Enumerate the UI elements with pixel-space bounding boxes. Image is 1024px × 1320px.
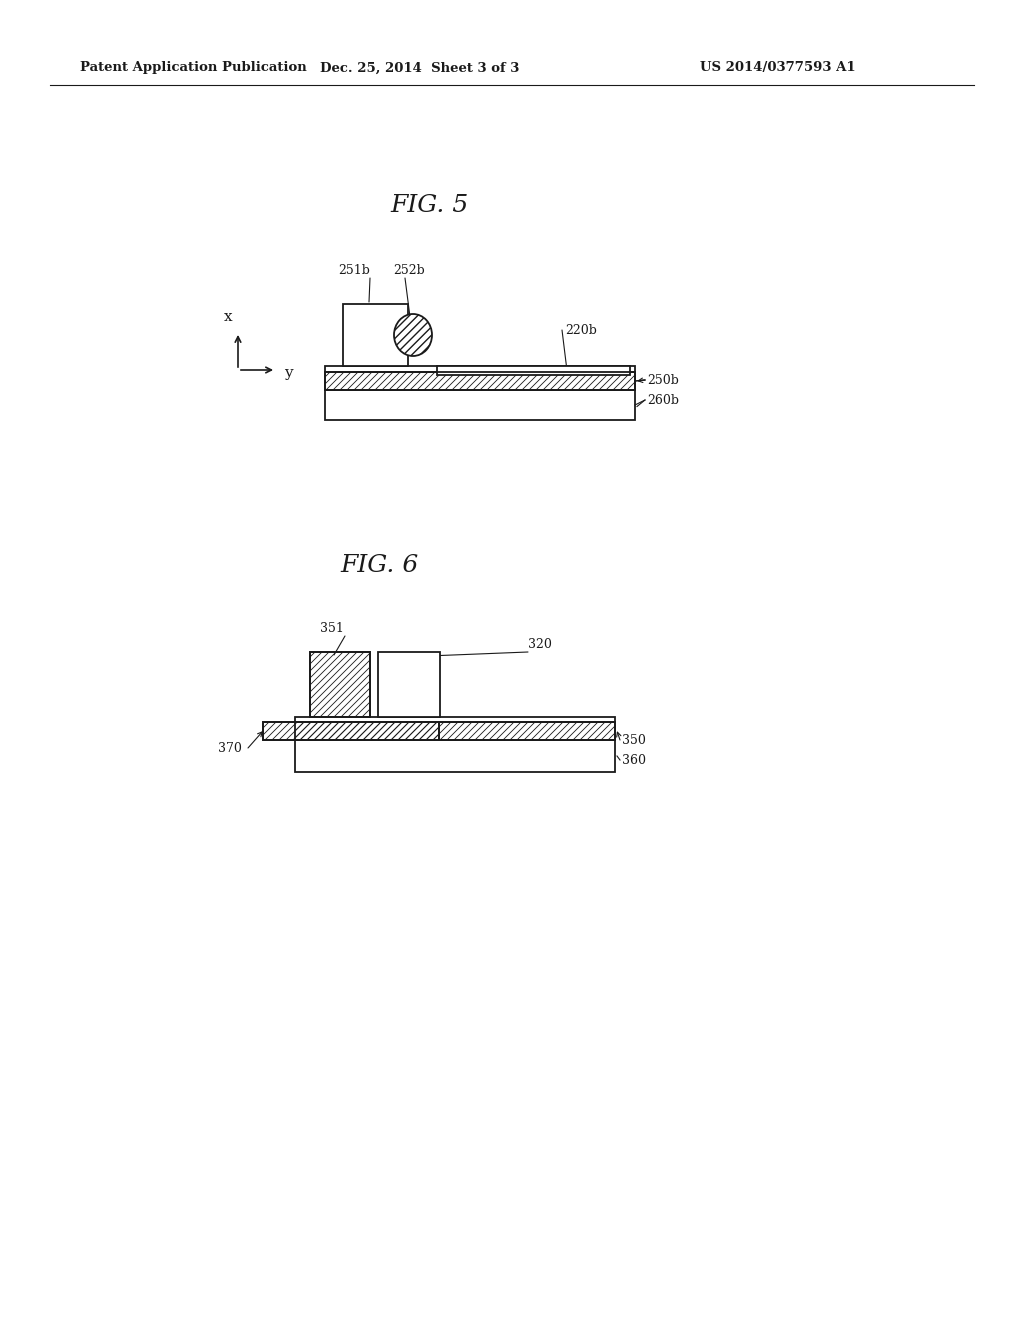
Bar xyxy=(437,366,630,375)
Text: 250b: 250b xyxy=(647,374,679,387)
Bar xyxy=(295,722,615,741)
Bar xyxy=(295,722,615,741)
Bar xyxy=(378,652,440,717)
Bar xyxy=(343,304,408,366)
Bar xyxy=(325,389,635,420)
Bar xyxy=(310,652,370,717)
Bar xyxy=(325,372,635,389)
Bar xyxy=(325,372,635,389)
Bar xyxy=(325,372,635,389)
Bar xyxy=(295,741,615,772)
Text: FIG. 6: FIG. 6 xyxy=(341,553,419,577)
Bar xyxy=(295,722,615,741)
Bar xyxy=(310,652,370,717)
Text: 220b: 220b xyxy=(565,323,597,337)
Text: 251b: 251b xyxy=(338,264,370,276)
Text: Dec. 25, 2014  Sheet 3 of 3: Dec. 25, 2014 Sheet 3 of 3 xyxy=(321,62,520,74)
Text: 350: 350 xyxy=(622,734,646,747)
Bar xyxy=(295,717,615,722)
Text: 252b: 252b xyxy=(393,264,425,276)
Ellipse shape xyxy=(394,314,432,356)
Bar xyxy=(263,722,439,741)
Bar xyxy=(263,722,439,741)
Text: 370: 370 xyxy=(218,742,242,755)
Text: y: y xyxy=(284,366,293,380)
Text: US 2014/0377593 A1: US 2014/0377593 A1 xyxy=(700,62,856,74)
Text: x: x xyxy=(223,310,232,323)
Text: Patent Application Publication: Patent Application Publication xyxy=(80,62,307,74)
Text: 260b: 260b xyxy=(647,393,679,407)
Text: 360: 360 xyxy=(622,754,646,767)
Text: 351: 351 xyxy=(319,622,344,635)
Text: 320: 320 xyxy=(528,639,552,652)
Bar xyxy=(325,366,635,372)
Text: FIG. 5: FIG. 5 xyxy=(391,194,469,216)
Bar xyxy=(310,652,370,717)
Bar xyxy=(263,722,439,741)
